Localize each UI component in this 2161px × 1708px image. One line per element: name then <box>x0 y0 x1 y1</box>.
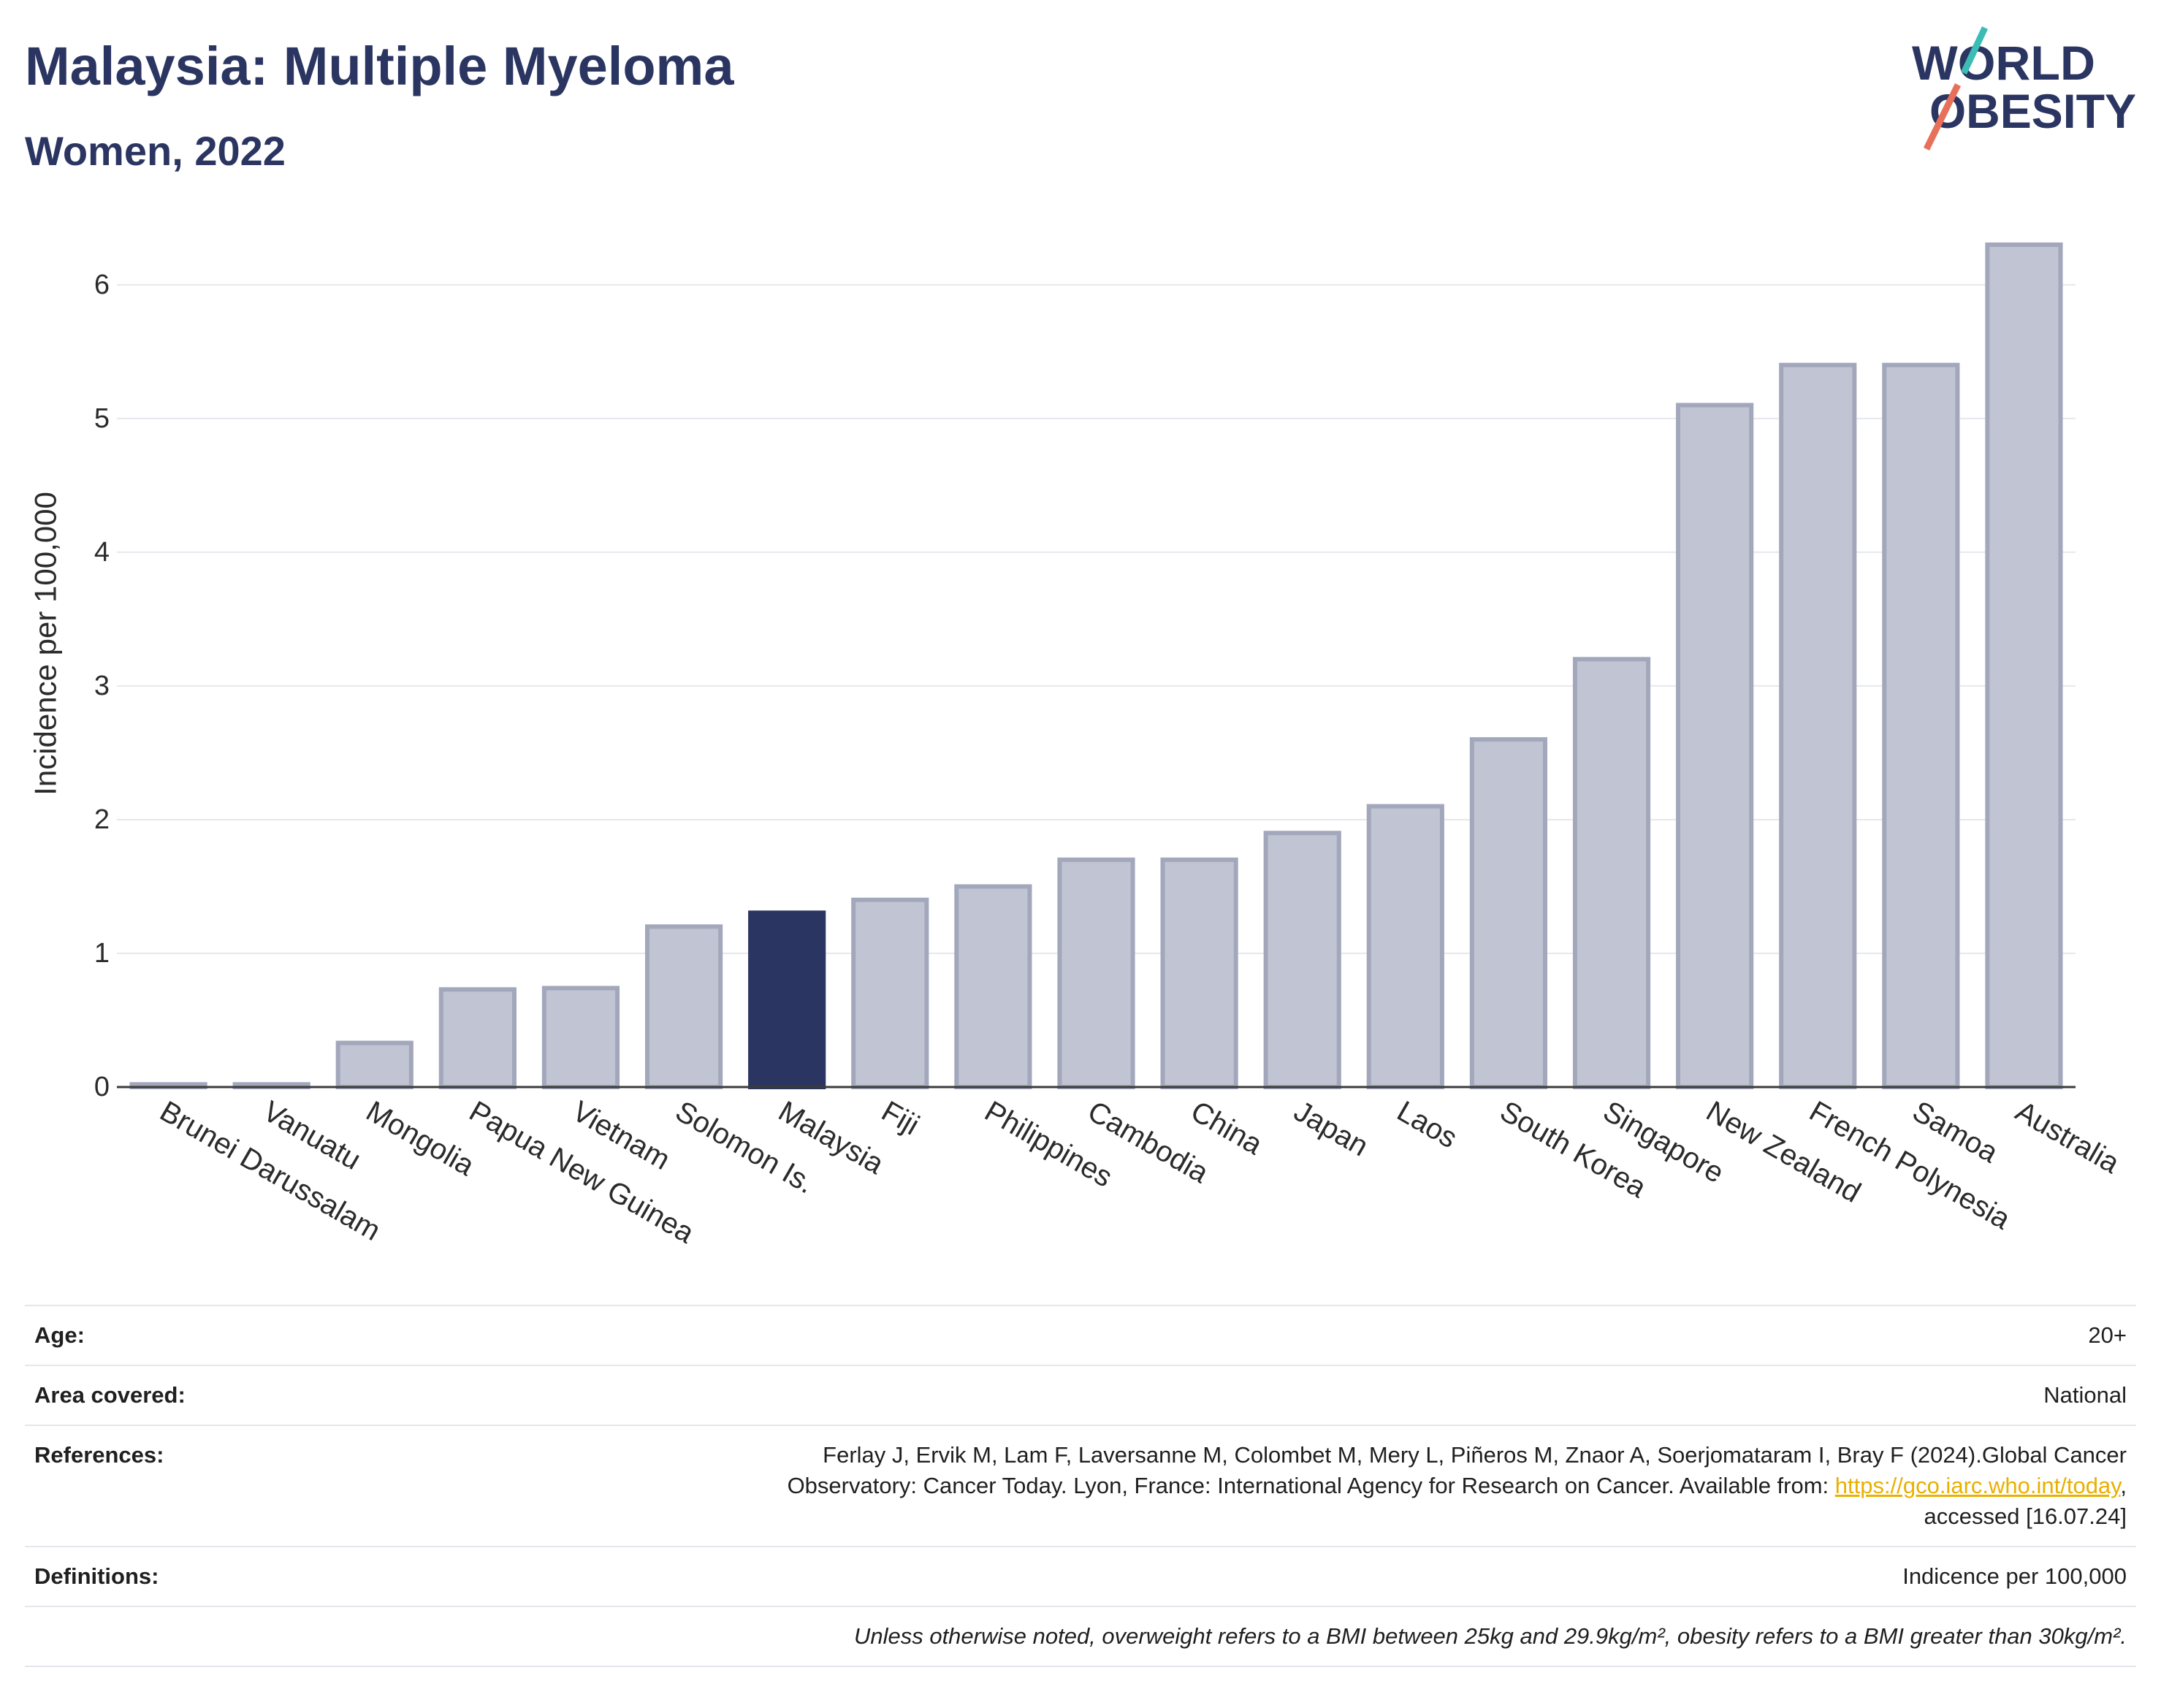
bar-samoa <box>1882 362 1960 1089</box>
bar-australia <box>1985 242 2063 1090</box>
y-axis-title: Incidence per 100,000 <box>28 492 63 796</box>
logo-text-world: WORLD <box>1912 36 2095 90</box>
bar-mongolia <box>335 1040 413 1089</box>
x-tick-label-mongolia: Mongolia <box>361 1095 480 1183</box>
x-tick-label-fiji: Fiji <box>876 1095 924 1142</box>
x-tick-label-laos: Laos <box>1392 1095 1463 1154</box>
bmi-note: Unless otherwise noted, overweight refer… <box>853 1623 2127 1649</box>
bar-china <box>1160 857 1238 1090</box>
bar-japan <box>1263 831 1341 1089</box>
x-tick-label-australia: Australia <box>2010 1095 2124 1180</box>
logo-teal-slash <box>1960 26 1989 75</box>
note-row: Unless otherwise noted, overweight refer… <box>25 1607 2136 1667</box>
area-label: Area covered: <box>34 1382 186 1408</box>
references-value: Ferlay J, Ervik M, Lam F, Laversanne M, … <box>788 1440 2127 1532</box>
bar-chart: Incidence per 100,000 0 1 2 3 4 5 6 Brunei Daru… <box>28 242 2125 1250</box>
chart-subtitle: Women, 2022 <box>25 128 286 174</box>
y-tick-label-1: 1 <box>94 938 110 969</box>
chart-title: Malaysia: Multiple Myeloma <box>25 36 734 96</box>
bar-papua-new-guinea <box>438 987 517 1090</box>
y-tick-label-5: 5 <box>94 403 110 434</box>
area-row: Area covered: National <box>25 1366 2136 1426</box>
age-row: Age: 20+ <box>25 1306 2136 1366</box>
y-tick-labels: 0 1 2 3 4 5 6 <box>94 270 110 1102</box>
bar-malaysia <box>748 910 826 1089</box>
y-tick-label-3: 3 <box>94 671 110 701</box>
bar-laos <box>1366 804 1444 1089</box>
references-line-2-end: , <box>2120 1473 2127 1498</box>
bar-cambodia <box>1057 857 1135 1090</box>
bar-french-polynesia <box>1779 362 1857 1089</box>
references-row: References: Ferlay J, Ervik M, Lam F, La… <box>25 1426 2136 1547</box>
y-tick-label-4: 4 <box>94 537 110 568</box>
references-line-3: accessed [16.07.24] <box>1924 1503 2127 1529</box>
references-line-1: Ferlay J, Ervik M, Lam F, Laversanne M, … <box>823 1442 2127 1468</box>
bar-vietnam <box>541 985 620 1090</box>
reference-link[interactable]: https://gco.iarc.who.int/today <box>1834 1473 2121 1498</box>
info-table: Age: 20+ Area covered: National Referenc… <box>25 1305 2136 1667</box>
bars <box>129 242 2063 1090</box>
definitions-label: Definitions: <box>34 1563 159 1589</box>
y-tick-label-2: 2 <box>94 804 110 835</box>
bar-south-korea <box>1469 737 1548 1089</box>
world-obesity-logo: WORLD OBESITY <box>1912 26 2136 150</box>
bar-new-zealand <box>1676 403 1754 1089</box>
y-tick-label-6: 6 <box>94 270 110 300</box>
definitions-row: Definitions: Indicence per 100,000 <box>25 1547 2136 1607</box>
bar-singapore <box>1572 657 1651 1089</box>
y-tick-label-0: 0 <box>94 1072 110 1102</box>
bar-philippines <box>954 884 1032 1090</box>
area-value: National <box>2043 1382 2127 1408</box>
age-value: 20+ <box>2088 1322 2127 1348</box>
references-line-2: Observatory: Cancer Today. Lyon, France:… <box>788 1471 2127 1501</box>
bar-solomon-is <box>644 924 723 1090</box>
definitions-value: Indicence per 100,000 <box>1902 1563 2127 1589</box>
logo-text-obesity: OBESITY <box>1929 84 2136 138</box>
logo-coral-slash <box>1923 83 1962 150</box>
x-tick-label-japan: Japan <box>1289 1095 1373 1163</box>
references-line-2-text: Observatory: Cancer Today. Lyon, France:… <box>787 1473 1835 1498</box>
x-tick-label-china: China <box>1186 1095 1268 1162</box>
age-label: Age: <box>34 1322 85 1348</box>
references-label: References: <box>34 1442 164 1468</box>
bar-fiji <box>851 897 929 1089</box>
